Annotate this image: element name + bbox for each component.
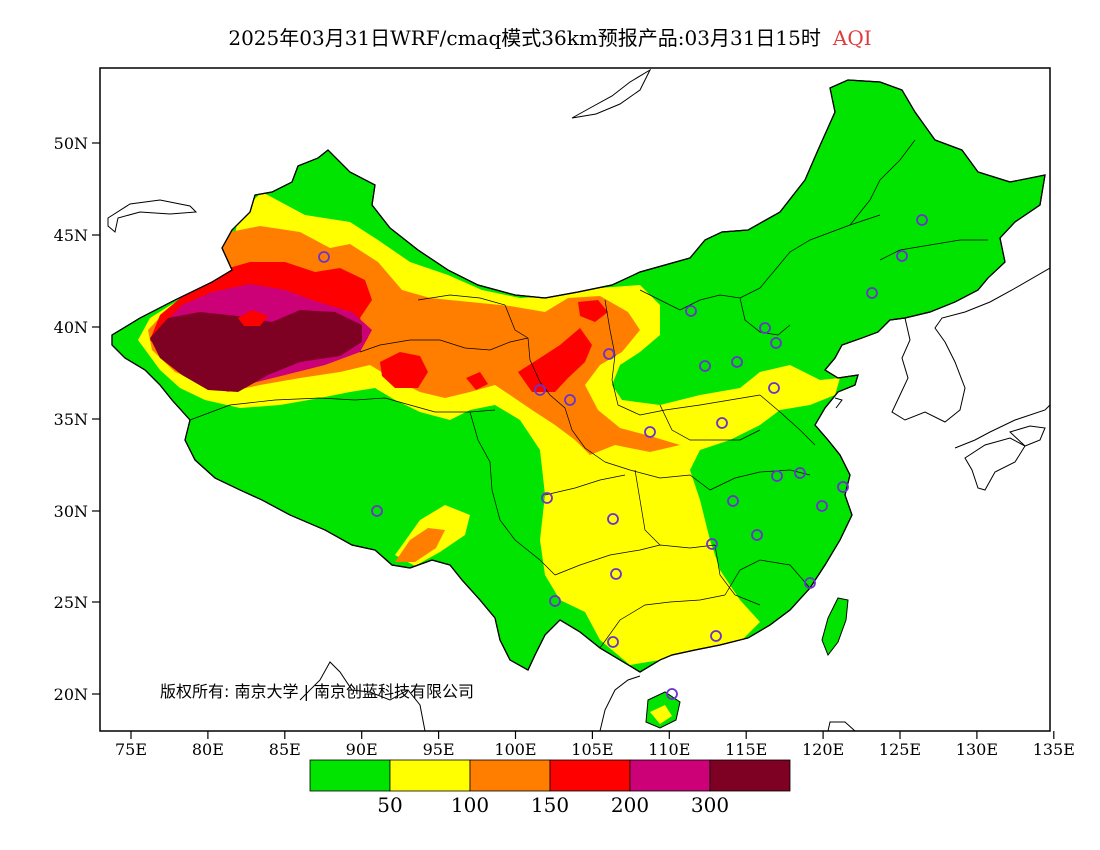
- colorbar-label: 50: [377, 793, 402, 817]
- lat-tick-label: 45N: [54, 226, 88, 245]
- station-marker: [896, 250, 908, 262]
- station-marker: [685, 305, 697, 317]
- station-marker: [710, 630, 722, 642]
- lon-tick-label: 105E: [571, 740, 613, 759]
- colorbar-label: 200: [611, 793, 649, 817]
- station-marker: [837, 481, 849, 493]
- station-marker: [666, 688, 678, 700]
- monitoring-stations: [318, 214, 928, 700]
- station-marker: [318, 251, 330, 263]
- neighbor-coastlines: [107, 68, 1050, 731]
- lat-tick-label: 20N: [54, 685, 88, 704]
- lon-tick-label: 115E: [725, 740, 767, 759]
- station-marker: [727, 495, 739, 507]
- map-title: 2025年03月31日WRF/cmaq模式36km预报产品:03月31日15时 A…: [0, 22, 1100, 51]
- aqi-unhealthy-area: [518, 328, 592, 392]
- station-marker: [607, 513, 619, 525]
- station-marker: [603, 348, 615, 360]
- longitude-axis: 75E 80E 85E 90E 95E 100E 105E 110E 115E 120E 125E 1…: [115, 731, 1075, 759]
- plot-frame: [99, 67, 1051, 732]
- station-marker: [816, 500, 828, 512]
- station-marker: [607, 636, 619, 648]
- aqi-very-unhealthy-area: [220, 292, 296, 312]
- station-marker: [759, 322, 771, 334]
- lon-tick-label: 90E: [346, 740, 378, 759]
- aqi-moderate-area: [650, 705, 672, 724]
- lat-tick-label: 40N: [54, 318, 88, 337]
- station-marker: [564, 394, 576, 406]
- lon-tick-label: 125E: [879, 740, 921, 759]
- station-marker: [644, 426, 656, 438]
- lon-tick-label: 85E: [269, 740, 301, 759]
- station-marker: [610, 568, 622, 580]
- station-marker: [804, 577, 816, 589]
- lat-tick-label: 30N: [54, 502, 88, 521]
- china-border: [111, 79, 1046, 673]
- aqi-colorbar: 50 100 150 200 300: [309, 759, 791, 817]
- station-marker: [371, 505, 383, 517]
- lat-tick-label: 35N: [54, 410, 88, 429]
- aqi-unhealthy-area: [238, 310, 268, 326]
- aqi-unhealthy-area: [380, 352, 428, 388]
- colorbar-label: 300: [691, 793, 729, 817]
- colorbar-swatch: [309, 759, 391, 792]
- station-marker: [751, 529, 763, 541]
- colorbar-swatch: [709, 759, 791, 792]
- colorbar-swatch: [389, 759, 471, 792]
- latitude-axis: 50N 45N 40N 35N 30N 25N 20N: [54, 134, 100, 704]
- colorbar-label: 100: [451, 793, 489, 817]
- aqi-usg-area: [395, 528, 445, 562]
- province-boundaries: [189, 139, 988, 649]
- station-marker: [771, 470, 783, 482]
- lon-tick-label: 110E: [648, 740, 690, 759]
- aqi-unhealthy-area: [578, 300, 608, 322]
- station-marker: [716, 417, 728, 429]
- copyright-text: 版权所有: 南京大学 | 南京创蓝科技有限公司: [160, 682, 474, 701]
- lon-tick-label: 100E: [494, 740, 536, 759]
- lon-tick-label: 120E: [802, 740, 844, 759]
- colorbar-swatch: [469, 759, 551, 792]
- colorbar-label: 150: [531, 793, 569, 817]
- station-marker: [731, 356, 743, 368]
- lat-tick-label: 25N: [54, 593, 88, 612]
- station-marker: [770, 337, 782, 349]
- title-variable: AQI: [832, 26, 872, 50]
- station-marker: [549, 595, 561, 607]
- station-marker: [916, 214, 928, 226]
- lon-tick-label: 80E: [192, 740, 224, 759]
- station-marker: [534, 384, 546, 396]
- station-marker: [706, 538, 718, 550]
- lon-tick-label: 135E: [1033, 740, 1075, 759]
- aqi-hazardous-area: [150, 310, 362, 392]
- lon-tick-label: 75E: [115, 740, 147, 759]
- taiwan-island: [821, 597, 849, 657]
- station-marker: [768, 382, 780, 394]
- station-marker: [541, 492, 553, 504]
- lon-tick-label: 95E: [423, 740, 455, 759]
- lat-tick-label: 50N: [54, 134, 88, 153]
- station-marker: [794, 467, 806, 479]
- colorbar-swatch: [629, 759, 711, 792]
- title-main: 2025年03月31日WRF/cmaq模式36km预报产品:03月31日15时: [228, 26, 821, 50]
- lon-tick-label: 130E: [956, 740, 998, 759]
- station-marker: [699, 360, 711, 372]
- colorbar-swatch: [549, 759, 631, 792]
- station-marker: [866, 287, 878, 299]
- aqi-unhealthy-area: [466, 372, 488, 390]
